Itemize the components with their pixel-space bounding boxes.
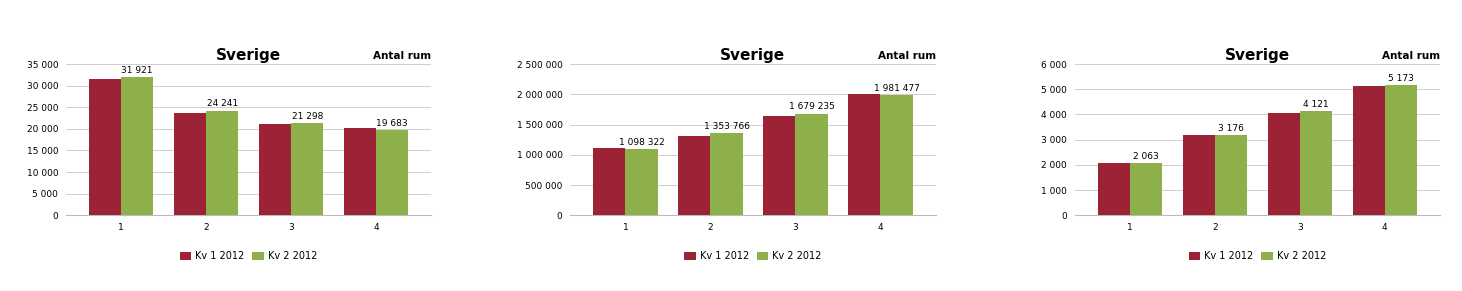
Legend: Kv 1 2012, Kv 2 2012: Kv 1 2012, Kv 2 2012 [1184, 247, 1330, 265]
Bar [795, 114, 827, 215]
Bar [594, 148, 626, 215]
Bar [121, 77, 154, 215]
Text: 19 683: 19 683 [376, 119, 408, 128]
Title: Sverige: Sverige [1225, 48, 1289, 63]
Text: 21 298: 21 298 [291, 112, 323, 121]
Bar [259, 124, 291, 215]
Text: 1 098 322: 1 098 322 [618, 138, 664, 147]
Text: 4 121: 4 121 [1303, 100, 1329, 109]
Bar [626, 149, 658, 215]
Text: 24 241: 24 241 [206, 99, 238, 108]
Text: 31 921: 31 921 [121, 66, 154, 75]
Legend: Kv 1 2012, Kv 2 2012: Kv 1 2012, Kv 2 2012 [680, 247, 826, 265]
Legend: Kv 1 2012, Kv 2 2012: Kv 1 2012, Kv 2 2012 [175, 247, 322, 265]
Bar [174, 113, 206, 215]
Bar [1183, 135, 1215, 215]
Text: Antal rum: Antal rum [373, 51, 431, 61]
Bar [1385, 85, 1417, 215]
Bar [1300, 111, 1332, 215]
Text: Antal rum: Antal rum [877, 51, 936, 61]
Bar [291, 123, 323, 215]
Bar [848, 94, 880, 215]
Bar [1268, 113, 1300, 215]
Bar [1215, 135, 1247, 215]
Text: 1 353 766: 1 353 766 [703, 122, 750, 131]
Bar [880, 95, 912, 215]
Bar [1098, 163, 1130, 215]
Bar [1130, 163, 1162, 215]
Text: Antal rum: Antal rum [1382, 51, 1440, 61]
Bar [711, 133, 743, 215]
Text: 3 176: 3 176 [1218, 124, 1244, 133]
Text: 1 679 235: 1 679 235 [788, 102, 835, 111]
Bar [1352, 86, 1385, 215]
Text: 2 063: 2 063 [1133, 152, 1159, 161]
Bar [763, 116, 795, 215]
Bar [344, 128, 376, 215]
Title: Sverige: Sverige [721, 48, 785, 63]
Bar [376, 130, 408, 215]
Text: 1 981 477: 1 981 477 [874, 84, 920, 93]
Title: Sverige: Sverige [216, 48, 281, 63]
Bar [678, 136, 711, 215]
Bar [206, 111, 238, 215]
Text: 5 173: 5 173 [1387, 74, 1414, 83]
Bar [89, 79, 121, 215]
